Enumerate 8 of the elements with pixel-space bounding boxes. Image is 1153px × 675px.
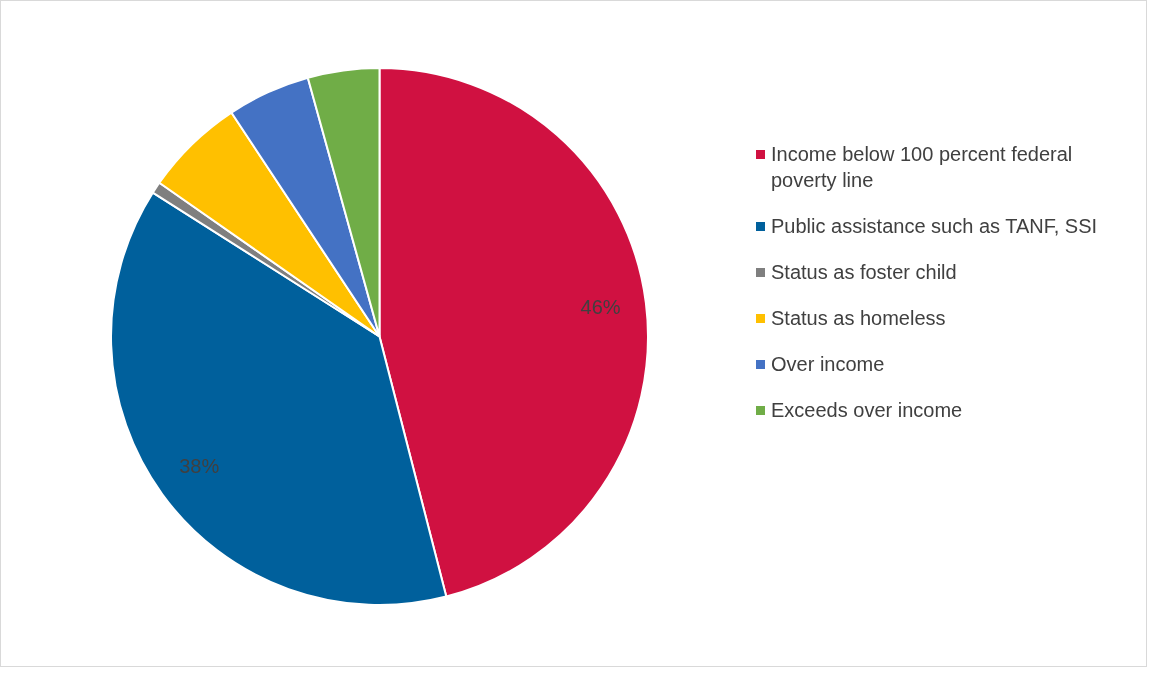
legend-label: Status as homeless [771,306,946,331]
legend-label: Over income [771,352,885,377]
legend-label: Public assistance such as TANF, SSI [771,214,1098,239]
legend-label: Exceeds over income [771,398,963,423]
legend-label: Status as foster child [771,260,957,285]
data-label: 38% [179,455,220,478]
data-label: 46% [580,296,621,319]
legend-label: Income below 100 percent federal poverty line [771,142,1074,193]
